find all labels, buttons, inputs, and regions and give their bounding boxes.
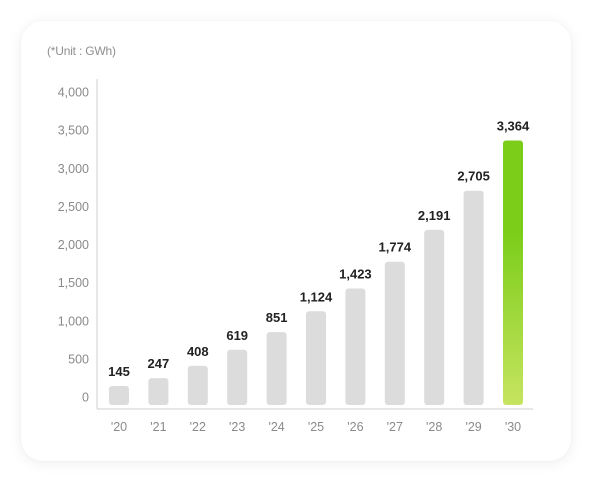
y-tick-label: 1,500 <box>58 276 89 290</box>
x-tick-label: '23 <box>229 420 245 434</box>
x-tick-label: '28 <box>426 420 442 434</box>
x-tick-label: '24 <box>268 420 284 434</box>
data-label: 1,124 <box>300 289 333 304</box>
chart-card: (*Unit : GWh) 0 500 1,000 1,500 2,000 2,500 3,… <box>21 21 571 461</box>
bars <box>109 140 523 405</box>
bar <box>306 311 326 405</box>
unit-label: (*Unit : GWh) <box>47 44 116 58</box>
bar <box>266 332 287 405</box>
bar-highlight <box>503 140 523 405</box>
bar <box>109 385 129 405</box>
x-tick-label: '26 <box>347 420 363 434</box>
y-tick-label: 4,000 <box>58 86 89 100</box>
y-tick-label: 500 <box>68 352 89 366</box>
data-label: 1,423 <box>339 266 372 281</box>
data-label: 408 <box>187 344 209 359</box>
data-label: 619 <box>226 328 248 343</box>
y-tick-label: 2,000 <box>58 238 89 252</box>
y-tick-label: 3,500 <box>58 124 89 138</box>
data-label: 1,774 <box>379 240 412 255</box>
bar <box>463 190 484 405</box>
data-label: 2,191 <box>418 208 451 223</box>
bar <box>384 261 405 405</box>
data-label: 851 <box>266 310 288 325</box>
bar <box>187 365 208 405</box>
x-tick-label: '20 <box>111 420 127 434</box>
bar-chart: 05001,0001,5002,0002,5003,0003,5004,000 … <box>58 79 533 434</box>
data-labels: 145 247 408 619 851 1,124 1,423 1,774 2,191 2,705… <box>108 118 530 378</box>
y-tick-label: 2,500 <box>58 200 89 214</box>
x-axis: '20 '21 '22 '23 '24 '25 '26 '27 '28 '29 '30 <box>97 408 533 434</box>
data-label: 3,364 <box>497 118 530 133</box>
y-axis: 0 500 1,000 1,500 2,000 2,500 3,000 3,500 4,000 <box>58 79 98 409</box>
bar <box>345 288 366 405</box>
bar <box>227 349 248 405</box>
x-tick-label: '22 <box>190 420 206 434</box>
x-tick-label: '25 <box>308 420 324 434</box>
x-tick-label: '27 <box>387 420 403 434</box>
x-tick-label: '29 <box>465 420 481 434</box>
x-tick-label: '21 <box>150 420 166 434</box>
y-tick-label: 3,000 <box>58 162 89 176</box>
data-label: 145 <box>108 364 130 379</box>
bar <box>424 229 445 405</box>
bar <box>148 378 169 405</box>
x-tick-label: '30 <box>505 420 521 434</box>
data-label: 2,705 <box>457 169 490 184</box>
data-label: 247 <box>148 356 170 371</box>
y-tick-label: 0 <box>82 391 89 405</box>
y-tick-label: 1,000 <box>58 314 89 328</box>
